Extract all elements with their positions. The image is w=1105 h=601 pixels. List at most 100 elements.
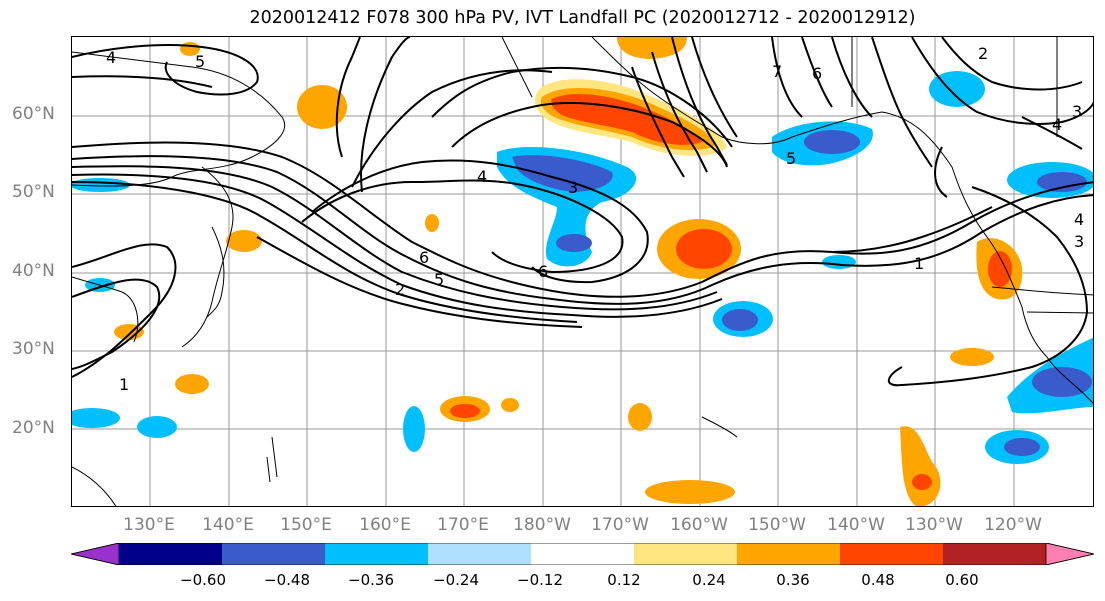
pv-contour-label: 6 [419, 248, 429, 267]
positive-anomaly-small-1 [297, 85, 347, 129]
negative-anomaly-baja-south-core [1004, 438, 1040, 456]
colorbar [71, 543, 1094, 565]
pv-contour [301, 179, 624, 274]
ivt-pc-shading [72, 37, 1093, 506]
lat-label: 30°N [12, 339, 55, 359]
pv-contour [887, 186, 1089, 387]
colorbar-tick-label: −0.24 [433, 571, 479, 589]
pv-contour [941, 37, 1083, 91]
pv-contour [311, 159, 649, 284]
pv-contour [671, 37, 728, 166]
pv-contour-labels: 4 5 3 4 6 5 2 1 6 7 6 5 2 3 4 4 3 1 [106, 44, 1084, 394]
pv-contour [431, 66, 733, 148]
pv-contour [451, 102, 728, 168]
pv-contour [831, 206, 993, 253]
pv-contour-label: 2 [395, 280, 405, 299]
colorbar-tick-label: 0.36 [776, 571, 810, 589]
lon-label: 170°E [437, 515, 489, 535]
negative-anomaly-central-south [556, 234, 592, 252]
pv-contour [351, 69, 553, 188]
colorbar-segment [840, 543, 944, 565]
pv-contour [360, 37, 411, 193]
pv-contour [335, 37, 361, 158]
pv-contour [72, 278, 161, 370]
colorbar-segment [119, 543, 223, 565]
colorbar-segment [531, 543, 635, 565]
lon-label: 160°W [670, 515, 728, 535]
lon-label: 160°E [359, 515, 411, 535]
figure-title: 2020012412 F078 300 hPa PV, IVT Landfall… [249, 8, 916, 28]
pv-contour [72, 155, 1093, 305]
negative-anomaly-gulf-alaska-core [804, 130, 860, 154]
pv-contour [256, 236, 583, 328]
negative-anomaly-small-1 [137, 416, 177, 438]
negative-anomaly-canada-east-core [1037, 172, 1087, 192]
lon-label: 170°W [591, 515, 649, 535]
pv-contour [631, 66, 685, 178]
pv-contour [72, 165, 718, 311]
lon-label: 180°W [513, 515, 571, 535]
pv-contour-label: 1 [914, 254, 924, 273]
pv-contour-label: 5 [195, 52, 205, 71]
map-panel: 4 5 3 4 6 5 2 1 6 7 6 5 2 3 4 4 3 1 [71, 36, 1094, 507]
positive-anomaly-midpacific-core [676, 229, 732, 269]
positive-anomaly-small-7 [950, 348, 994, 366]
positive-anomaly-small-11 [425, 214, 439, 232]
positive-anomaly-arctic [617, 37, 687, 59]
lat-label: 60°N [12, 104, 55, 124]
positive-anomaly-california-core [988, 251, 1012, 287]
colorbar-segment [737, 543, 841, 565]
pv-contour-label: 7 [772, 62, 782, 81]
colorbar-extend-high [1045, 543, 1094, 565]
pv-contour-label: 4 [106, 48, 116, 67]
negative-anomaly-small-2 [72, 408, 120, 428]
colorbar-tick-label: 0.48 [861, 571, 895, 589]
colorbar-tick-label: −0.48 [264, 571, 310, 589]
pv-contour-label: 4 [1074, 210, 1084, 229]
positive-anomaly-small-6 [628, 403, 652, 431]
positive-anomaly-small-4-core [450, 404, 480, 418]
colorbar-segment [428, 543, 532, 565]
colorbar-tick-label: −0.12 [517, 571, 563, 589]
positive-anomaly-small-10 [501, 398, 519, 412]
colorbar-segment [325, 543, 429, 565]
pv-contour-label: 2 [978, 44, 988, 63]
pv-contour [871, 37, 933, 168]
positive-anomaly-small-3 [226, 230, 262, 252]
negative-anomaly-mexico-core [1032, 367, 1092, 397]
colorbar-tick-label: 0.24 [692, 571, 726, 589]
pv-contour-label: 4 [477, 167, 487, 186]
coastlines [72, 37, 1093, 506]
lat-label: 50°N [12, 182, 55, 202]
colorbar-segment [222, 543, 326, 565]
pv-contour-label: 5 [434, 270, 444, 289]
pv-contour [911, 37, 1093, 125]
pv-contour [72, 75, 213, 88]
negative-anomaly-canada-north [929, 71, 985, 107]
pv-contour [831, 37, 873, 118]
pv-contour-label: 3 [1072, 102, 1082, 121]
pv-contour [691, 37, 738, 138]
lon-label: 150°W [748, 515, 806, 535]
pv-contour [934, 146, 948, 198]
negative-anomaly-small-3 [403, 406, 425, 452]
lon-label: 130°W [905, 515, 963, 535]
colorbar-tick-label: 0.60 [945, 571, 979, 589]
pv-contour [72, 44, 259, 96]
positive-anomaly-bering-max [551, 93, 702, 145]
colorbar-tick-label: −0.60 [180, 571, 226, 589]
lon-label: 140°W [827, 515, 885, 535]
colorbar-segment [634, 543, 738, 565]
lon-label: 130°E [123, 515, 175, 535]
pv-contour [1021, 116, 1083, 150]
colorbar-tick-label: −0.36 [348, 571, 394, 589]
positive-anomaly-small-9 [114, 324, 144, 340]
negative-anomaly-central-core [512, 155, 613, 192]
negative-anomaly-east-pacific-core [722, 309, 758, 331]
positive-anomaly-subtropical-east [900, 426, 941, 506]
pv-contour [801, 37, 833, 108]
pv-contour-label: 3 [568, 178, 578, 197]
pv-contour [771, 37, 803, 118]
lon-label: 120°W [984, 515, 1042, 535]
colorbar-tick-label: 0.12 [607, 571, 641, 589]
